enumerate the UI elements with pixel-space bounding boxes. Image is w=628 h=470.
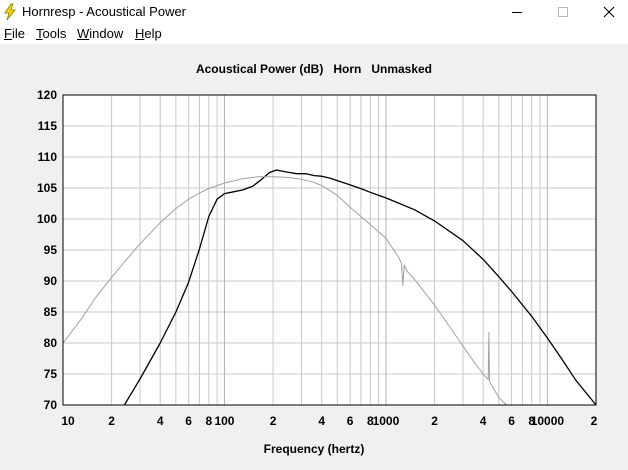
menu-file[interactable]: File — [4, 26, 25, 41]
menu-tools[interactable]: Tools — [36, 26, 66, 41]
menu-bar: File Tools Window Help — [0, 24, 628, 44]
plot-border — [62, 94, 597, 406]
menu-help-rest: elp — [144, 26, 162, 41]
x-axis-label: Frequency (hertz) — [263, 442, 365, 456]
y-tick-label: 95 — [44, 243, 58, 257]
x-tick-label: 6 — [347, 414, 354, 428]
x-tick-label: 4 — [318, 414, 325, 428]
y-tick-label: 120 — [37, 88, 57, 102]
grid — [63, 95, 596, 405]
series-line-2 — [62, 176, 508, 406]
x-tick-label: 8 — [205, 414, 212, 428]
x-tick-label: 6 — [508, 414, 515, 428]
maximize-button[interactable] — [540, 0, 586, 24]
minimize-button[interactable] — [494, 0, 540, 24]
x-tick-label: 4 — [480, 414, 487, 428]
close-button[interactable] — [586, 0, 628, 24]
menu-tools-accel: T — [36, 26, 43, 41]
series-group — [62, 169, 597, 406]
y-tick-label: 115 — [38, 119, 58, 133]
menu-tools-rest: ools — [42, 26, 67, 41]
x-tick-label: 2 — [591, 414, 598, 428]
menu-help-accel: H — [135, 26, 145, 41]
x-tick-label: 100 — [214, 414, 234, 428]
menu-window-rest: indow — [89, 26, 124, 41]
x-tick-label: 8 — [528, 414, 535, 428]
maximize-icon — [558, 7, 568, 17]
x-tick-label: 10 — [61, 414, 75, 428]
close-icon — [603, 6, 615, 18]
y-tick-label: 100 — [37, 212, 57, 226]
menu-help[interactable]: Help — [135, 26, 162, 41]
series-line-1 — [123, 169, 597, 406]
y-tick-label: 85 — [44, 305, 58, 319]
y-axis-ticks: 120 115 110 105 100 95 90 85 80 75 70 — [37, 88, 57, 412]
x-tick-label: 6 — [185, 414, 192, 428]
x-tick-label: 2 — [108, 414, 115, 428]
y-tick-label: 80 — [44, 336, 58, 350]
y-tick-label: 105 — [37, 181, 57, 195]
x-tick-label: 8 — [367, 414, 374, 428]
x-tick-label: 2 — [270, 414, 277, 428]
title-bar: Hornresp - Acoustical Power — [0, 0, 628, 24]
chart-title: Acoustical Power (dB) Horn Unmasked — [195, 62, 433, 76]
x-tick-label: 1000 — [373, 414, 400, 428]
window-title: Hornresp - Acoustical Power — [22, 4, 187, 19]
menu-window-accel: W — [77, 26, 90, 41]
y-tick-label: 110 — [38, 150, 58, 164]
y-tick-label: 70 — [44, 398, 58, 412]
minimize-icon — [512, 12, 522, 13]
y-tick-label: 75 — [44, 367, 58, 381]
menu-window[interactable]: Window — [77, 26, 123, 41]
menu-file-rest: ile — [11, 26, 25, 41]
x-tick-label: 10000 — [531, 414, 565, 428]
x-tick-label: 2 — [431, 414, 438, 428]
y-tick-label: 90 — [44, 274, 58, 288]
menu-file-accel: F — [4, 26, 12, 41]
lightning-bolt-icon — [4, 3, 16, 21]
x-tick-label: 4 — [157, 414, 164, 428]
